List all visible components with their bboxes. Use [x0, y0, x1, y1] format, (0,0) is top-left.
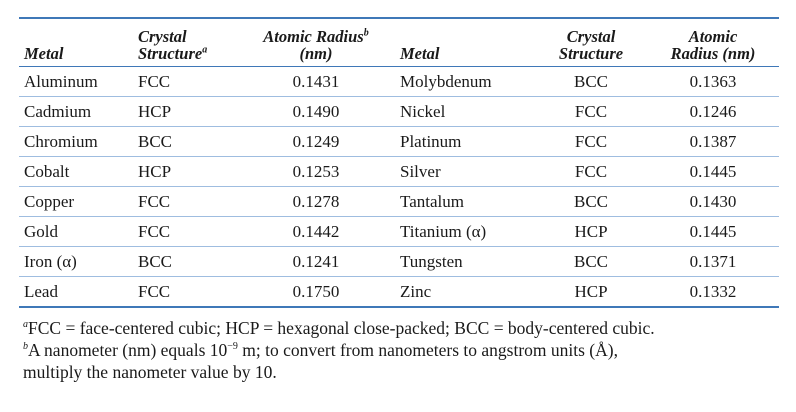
table-header: Metal Crystal Structurea Atomic Radiusb …: [19, 18, 779, 67]
metal-cell: Titanium (α): [400, 222, 487, 241]
table-row: Copper FCC 0.1278 Tantalum BCC 0.1430: [19, 187, 779, 217]
metal-cell: Chromium: [24, 132, 98, 151]
header-metal-2: Metal: [400, 44, 440, 63]
radius-cell: 0.1445: [689, 222, 737, 241]
header-atomic-radius-1: Atomic Radiusb (nm): [263, 27, 369, 63]
table-row: Aluminum FCC 0.1431 Molybdenum BCC 0.136…: [19, 67, 779, 97]
structure-cell: FCC: [574, 102, 608, 121]
structure-cell: HCP: [138, 162, 172, 181]
metal-cell: Platinum: [400, 132, 462, 151]
footnote-a: aFCC = face-centered cubic; HCP = hexago…: [23, 318, 655, 338]
radius-cell: 0.1490: [292, 102, 340, 121]
exponent: −9: [227, 341, 238, 353]
footnote-a-mark: a: [23, 319, 28, 331]
table-row: Iron (α) BCC 0.1241 Tungsten BCC 0.1371: [19, 247, 779, 277]
metal-cell: Copper: [24, 192, 75, 211]
structure-cell: FCC: [574, 162, 608, 181]
metal-cell: Lead: [24, 282, 58, 301]
footnote-b-mark: b: [23, 341, 28, 353]
radius-cell: 0.1750: [292, 282, 340, 301]
radius-cell: 0.1249: [292, 132, 340, 151]
table-row: Cadmium HCP 0.1490 Nickel FCC 0.1246: [19, 97, 779, 127]
atomic-radius-table: Metal Crystal Structurea Atomic Radiusb …: [19, 17, 779, 308]
header-crystal-structure-1: Crystal Structurea: [138, 27, 208, 63]
radius-cell: 0.1332: [689, 282, 737, 301]
header-atomic-radius-2: Atomic Radius (nm): [670, 27, 756, 63]
structure-cell: BCC: [138, 252, 173, 271]
radius-cell: 0.1278: [292, 192, 340, 211]
structure-cell: HCP: [138, 102, 172, 121]
radius-cell: 0.1363: [689, 72, 737, 91]
table-footnotes: aFCC = face-centered cubic; HCP = hexago…: [19, 317, 779, 383]
radius-cell: 0.1241: [292, 252, 340, 271]
structure-cell: FCC: [138, 222, 171, 241]
radius-cell: 0.1442: [292, 222, 340, 241]
structure-cell: FCC: [138, 282, 171, 301]
metal-cell: Cobalt: [24, 162, 70, 181]
metal-cell: Nickel: [400, 102, 446, 121]
radius-cell: 0.1253: [292, 162, 340, 181]
footnote-mark-b: b: [363, 27, 369, 39]
metal-cell: Molybdenum: [400, 72, 492, 91]
metal-cell: Tantalum: [400, 192, 464, 211]
radius-cell: 0.1246: [689, 102, 737, 121]
structure-cell: FCC: [574, 132, 608, 151]
table-row: Lead FCC 0.1750 Zinc HCP 0.1332: [19, 277, 779, 307]
table-container: Metal Crystal Structurea Atomic Radiusb …: [19, 17, 779, 383]
metal-cell: Silver: [400, 162, 441, 181]
table-body: Aluminum FCC 0.1431 Molybdenum BCC 0.136…: [19, 67, 779, 307]
header-metal-1: Metal: [24, 44, 64, 63]
structure-cell: BCC: [573, 252, 609, 271]
radius-cell: 0.1431: [292, 72, 340, 91]
structure-cell: BCC: [573, 72, 609, 91]
structure-cell: HCP: [574, 282, 608, 301]
table-row: Chromium BCC 0.1249 Platinum FCC 0.1387: [19, 127, 779, 157]
structure-cell: FCC: [138, 72, 171, 91]
table-row: Cobalt HCP 0.1253 Silver FCC 0.1445: [19, 157, 779, 187]
radius-cell: 0.1430: [689, 192, 737, 211]
structure-cell: FCC: [138, 192, 171, 211]
metal-cell: Gold: [24, 222, 58, 241]
structure-cell: HCP: [574, 222, 608, 241]
metal-cell: Aluminum: [24, 72, 98, 91]
radius-cell: 0.1445: [689, 162, 737, 181]
metal-cell: Zinc: [400, 282, 432, 301]
footnote-mark-a: a: [202, 44, 208, 56]
structure-cell: BCC: [138, 132, 173, 151]
table-row: Gold FCC 0.1442 Titanium (α) HCP 0.1445: [19, 217, 779, 247]
footnote-b: bA nanometer (nm) equals 10−9 m; to conv…: [23, 340, 618, 382]
metal-cell: Iron (α): [24, 252, 77, 271]
radius-cell: 0.1371: [689, 252, 737, 271]
metal-cell: Cadmium: [24, 102, 92, 121]
header-crystal-structure-2: Crystal Structure: [558, 27, 624, 63]
radius-cell: 0.1387: [689, 132, 737, 151]
metal-cell: Tungsten: [400, 252, 463, 271]
structure-cell: BCC: [573, 192, 609, 211]
